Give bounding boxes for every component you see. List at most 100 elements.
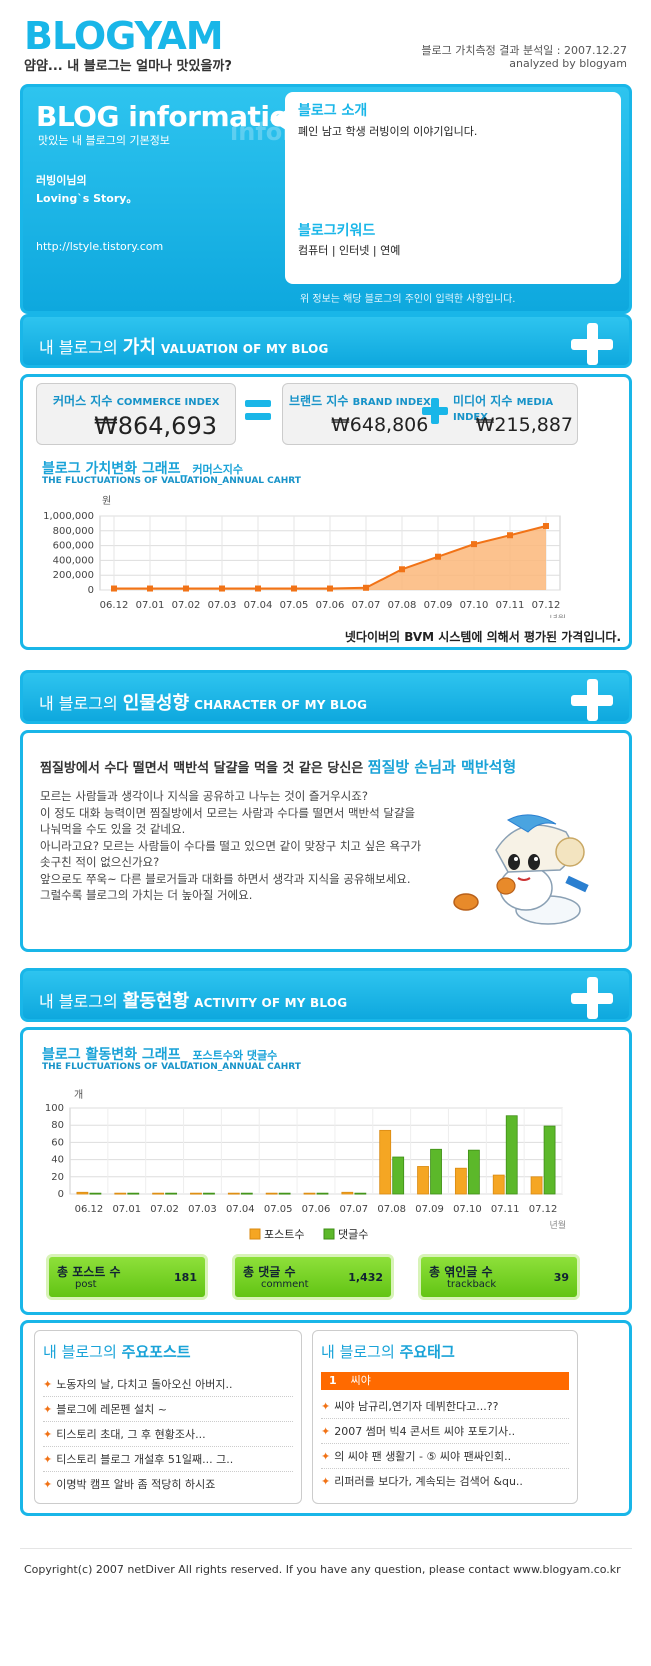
- mascot-illustration: [453, 814, 589, 925]
- data-point: [435, 553, 441, 560]
- comment-bar: [89, 1192, 102, 1195]
- brand-value: ₩648,806: [331, 414, 429, 436]
- post-link[interactable]: ✦ 노동자의 날, 다치고 돌아오신 아버지..: [43, 1372, 293, 1397]
- tag-post-link[interactable]: ✦ 의 씨야 팬 생활기 - ⑤ 씨야 팬싸인회..: [321, 1444, 569, 1469]
- comment-bar: [127, 1192, 140, 1195]
- section-label: 내 블로그의: [39, 338, 118, 357]
- comment-bar: [543, 1125, 556, 1195]
- info-subtitle: 맛있는 내 블로그의 기본정보: [38, 134, 170, 147]
- data-point: [543, 523, 549, 530]
- x-tick-label: 07.02: [172, 600, 201, 611]
- top-tag-bar[interactable]: 1 씨야: [321, 1372, 569, 1390]
- y-tick-label: 200,000: [53, 570, 94, 581]
- section-label-bold: 활동현황: [122, 991, 190, 1012]
- tag-post-link[interactable]: ✦ 리퍼러를 보다가, 계속되는 검색어 &qu..: [321, 1469, 569, 1494]
- character-type: 찜질방 손님과 맥반석형: [367, 758, 517, 776]
- post-title: 노동자의 날, 다치고 돌아오신 아버지..: [56, 1378, 233, 1391]
- intro-card: [285, 92, 621, 284]
- bullet-icon: ✦: [321, 1475, 331, 1488]
- data-point: [471, 541, 477, 548]
- section-header-activity: 내 블로그의 활동현황 ACTIVITY OF MY BLOG: [20, 968, 632, 1022]
- bullet-icon: ✦: [321, 1425, 331, 1438]
- footer-divider: [20, 1548, 632, 1549]
- post-link[interactable]: ✦ 이명박 캠프 알바 좀 적당히 하시죠: [43, 1472, 293, 1497]
- data-point: [399, 566, 405, 573]
- tag-post-title: 의 씨야 팬 생활기 - ⑤ 씨야 팬싸인회..: [334, 1450, 512, 1463]
- graph-title-main: 블로그 활동변화 그래프_: [42, 1047, 188, 1063]
- post-link[interactable]: ✦ 티스토리 초대, 그 후 현황조사...: [43, 1422, 293, 1447]
- stat-label: 총 포스트 수: [57, 1265, 121, 1279]
- x-tick-label: 07.02: [150, 1204, 179, 1215]
- post-bar: [114, 1192, 127, 1195]
- media-value: ₩215,887: [475, 414, 573, 436]
- graph-title-main: 블로그 가치변화 그래프_: [42, 461, 188, 477]
- brand-label-en: BRAND INDEX: [352, 397, 431, 408]
- valuation-chart: 원1,000,000800,000600,000400,000200,00000…: [43, 495, 566, 618]
- y-tick-label: 800,000: [53, 526, 94, 537]
- character-description: 모르는 사람들과 생각이나 지식을 공유하고 나누는 것이 즐거우시죠? 이 정…: [40, 788, 460, 904]
- bullet-icon: ✦: [43, 1428, 53, 1441]
- post-bar: [265, 1192, 278, 1195]
- analyzed-by: analyzed by blogyam: [509, 57, 627, 70]
- keyword-heading: 블로그키워드: [298, 223, 376, 239]
- activity-graph-title: 블로그 활동변화 그래프_ 포스트수와 댓글수: [42, 1044, 277, 1064]
- post-bar: [454, 1167, 467, 1195]
- stat-sublabel: comment: [261, 1279, 309, 1290]
- tag-post-link[interactable]: ✦ 씨야 남규리,연기자 데뷔한다고...??: [321, 1394, 569, 1419]
- media-label: 미디어 지수: [453, 394, 513, 408]
- x-tick-label: 07.12: [529, 1204, 558, 1215]
- analysis-date: 블로그 가치측정 결과 분석일 : 2007.12.27: [421, 44, 627, 57]
- character-headline: 찜질방에서 수다 떨면서 맥반석 달걀을 먹을 것 같은 당신은 찜질방 손님과…: [40, 756, 516, 777]
- list-title-bold: 주요태그: [399, 1343, 455, 1361]
- stat-sublabel: trackback: [447, 1279, 497, 1290]
- tag-post-title: 2007 썸머 빅4 콘서트 씨야 포토기사..: [334, 1425, 516, 1438]
- comment-bar: [278, 1192, 291, 1195]
- x-tick-label: 06.12: [100, 600, 129, 611]
- tag-post-link[interactable]: ✦ 2007 썸머 빅4 콘서트 씨야 포토기사..: [321, 1419, 569, 1444]
- valuation-note: 넷다이버의 BVM 시스템에 의해서 평가된 가격입니다.: [344, 630, 621, 644]
- x-tick-label: 07.12: [532, 600, 561, 611]
- expand-plus-icon[interactable]: [571, 977, 613, 1019]
- post-bar: [530, 1176, 543, 1195]
- comment-bar: [505, 1115, 518, 1195]
- stat-posts: 총 포스트 수 post 181: [46, 1254, 208, 1300]
- x-axis-unit: 년월: [549, 613, 566, 618]
- top-tag-label: 씨야: [350, 1374, 371, 1387]
- expand-plus-icon[interactable]: [571, 323, 613, 365]
- section-label: 내 블로그의: [39, 694, 118, 713]
- tagline: 얌얌... 내 블로그는 얼마나 맛있을까?: [24, 59, 232, 74]
- list-title-prefix: 내 블로그의: [321, 1343, 395, 1361]
- bullet-icon: ✦: [321, 1400, 331, 1413]
- info-title: BLOG information: [36, 100, 308, 133]
- brand-label: 브랜드 지수: [289, 394, 349, 408]
- post-link[interactable]: ✦ 티스토리 블로그 개설후 51일째... 그..: [43, 1447, 293, 1472]
- intro-heading: 블로그 소개: [298, 103, 368, 119]
- y-tick-label: 20: [51, 1172, 64, 1183]
- post-link[interactable]: ✦ 블로그에 레몬펜 설치 ~: [43, 1397, 293, 1422]
- x-tick-label: 07.01: [112, 1204, 141, 1215]
- post-bar: [190, 1192, 202, 1195]
- description-line: 이 정도 대화 능력이면 찜질방에서 모르는 사람과 수다를 떨면서 맥반석 달…: [40, 805, 416, 820]
- y-tick-label: 400,000: [53, 555, 94, 566]
- description-line: 모르는 사람들과 생각이나 지식을 공유하고 나누는 것이 즐거우시죠?: [40, 789, 368, 803]
- data-point: [219, 585, 225, 592]
- x-tick-label: 07.04: [244, 600, 273, 611]
- intro-text: 폐인 남고 학생 러빙이의 이야기입니다.: [298, 125, 478, 138]
- tag-post-title: 리퍼러를 보다가, 계속되는 검색어 &qu..: [334, 1475, 523, 1488]
- info-note: 위 정보는 해당 블로그의 주인이 입력한 사항입니다.: [300, 294, 516, 305]
- blogyam-logo[interactable]: BLOGYAM: [24, 14, 224, 58]
- post-bar: [227, 1192, 240, 1195]
- y-tick-label: 40: [51, 1155, 64, 1166]
- comment-bar: [203, 1192, 215, 1195]
- post-bar: [152, 1192, 165, 1195]
- y-axis-unit: 원: [102, 495, 111, 507]
- activity-chart: 개 100 80 60 40 20 0 06.12 07.01 07.02 07.03 07.04 07…: [45, 1089, 566, 1241]
- expand-plus-icon[interactable]: [571, 679, 613, 721]
- y-tick-label: 80: [51, 1120, 64, 1131]
- x-tick-label: 07.08: [388, 600, 417, 611]
- post-title: 이명박 캠프 알바 좀 적당히 하시죠: [56, 1478, 216, 1491]
- section-header-valuation: 내 블로그의 가치 VALUATION OF MY BLOG: [20, 314, 632, 368]
- description-line: 아니라고요? 모르는 사람들이 수다를 떨고 있으면 같이 맞장구 치고 싶은 …: [40, 838, 422, 853]
- legend-label: 포스트수: [264, 1228, 304, 1241]
- blog-url-link[interactable]: http://lstyle.tistory.com: [36, 240, 164, 253]
